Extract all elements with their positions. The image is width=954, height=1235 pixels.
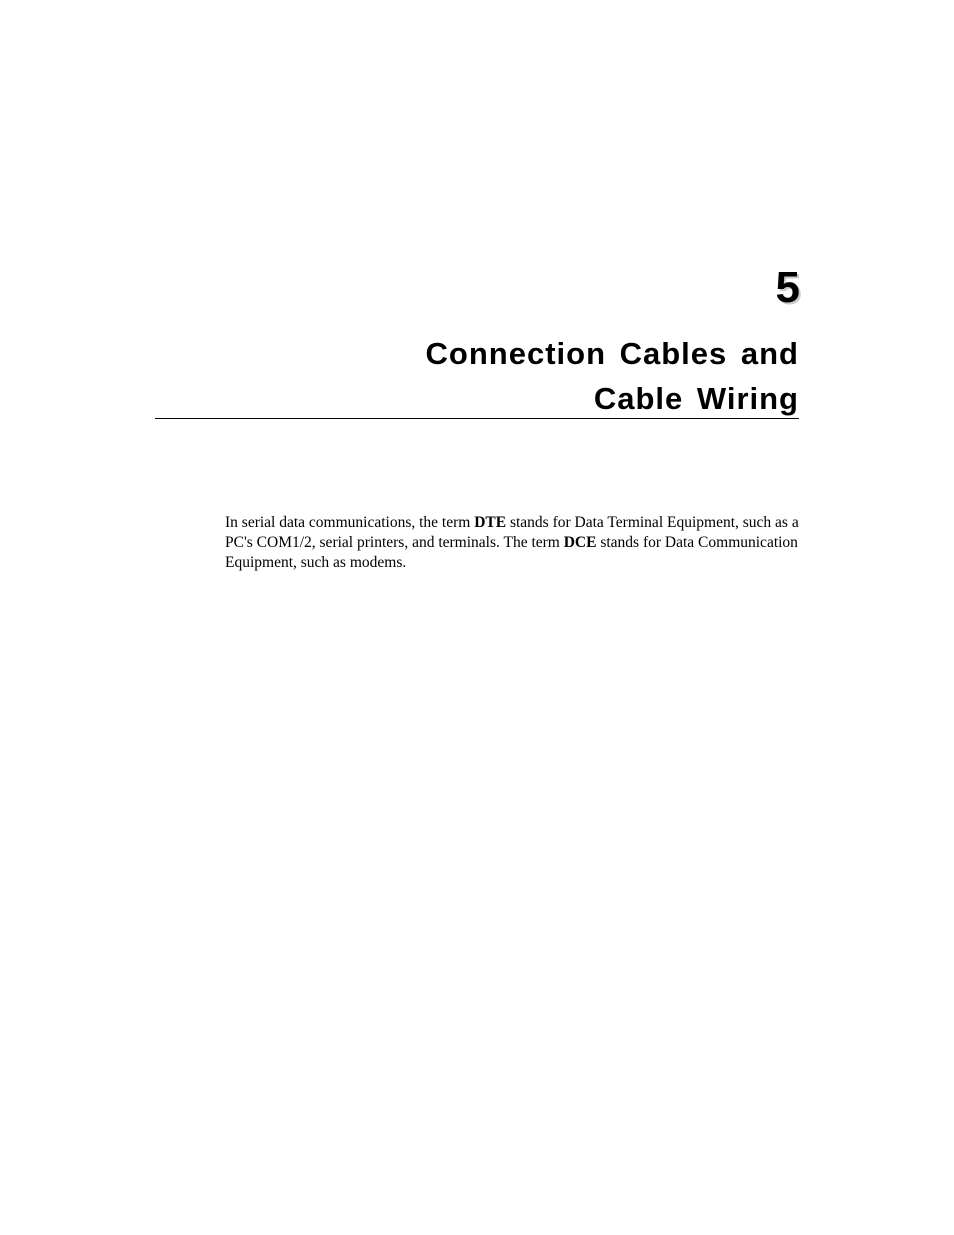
text-segment: In serial data communications, the term <box>225 514 474 531</box>
bold-term-dte: DTE <box>474 514 506 531</box>
body-paragraph: In serial data communications, the term … <box>225 513 799 572</box>
bold-term-dce: DCE <box>564 534 597 551</box>
chapter-number: 5 <box>776 263 799 313</box>
chapter-title: Connection Cables and Cable Wiring <box>426 332 799 422</box>
title-underline <box>155 418 799 419</box>
chapter-title-line1: Connection Cables and <box>426 336 799 371</box>
document-page: 5 Connection Cables and Cable Wiring In … <box>0 0 954 1235</box>
chapter-title-line2: Cable Wiring <box>594 381 799 416</box>
